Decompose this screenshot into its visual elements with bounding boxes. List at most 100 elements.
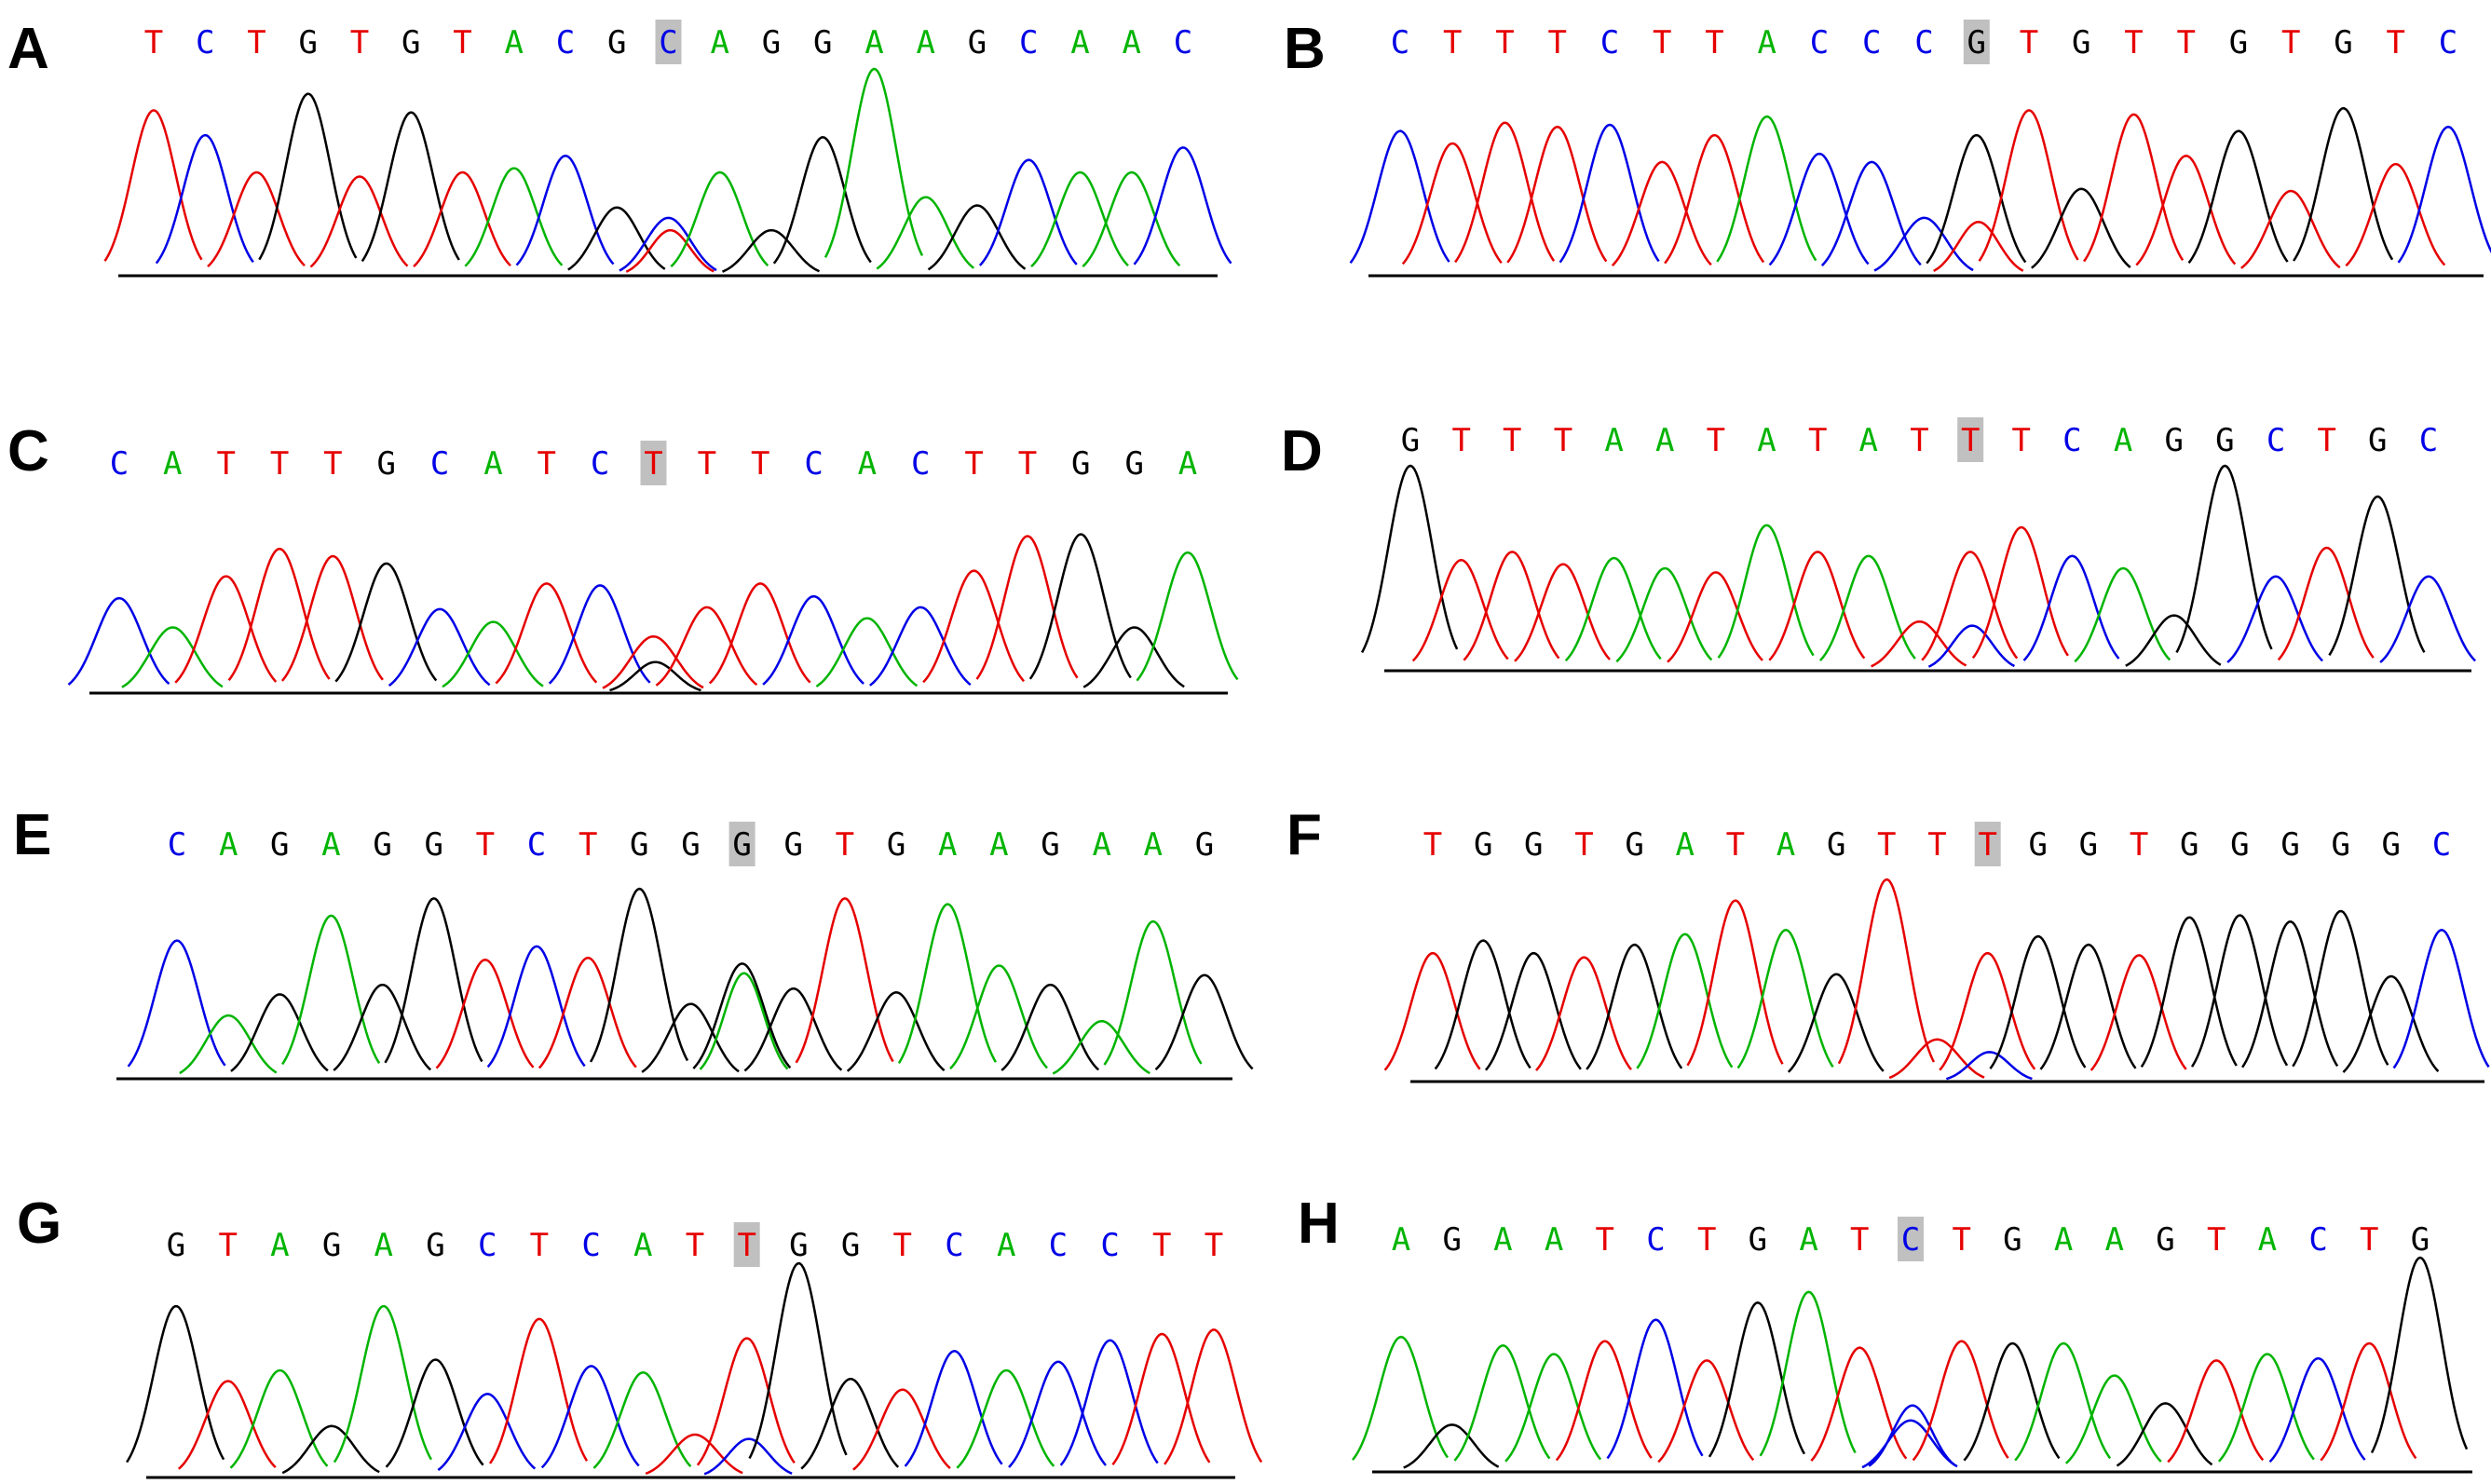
trace-peak [2379,575,2477,663]
base-call-letter: A [938,826,957,864]
trace-peak [2370,1256,2469,1454]
trace-peak [1611,160,1712,266]
base-call-letter: C [1100,1227,1119,1264]
panel-label: H [1298,1191,1340,1256]
base-call-letter: G [681,826,700,864]
trace-peak [1411,558,1509,662]
trace-peak [975,535,1079,680]
base-call-letter: G [1625,826,1643,864]
trace-peak [1717,524,1815,659]
trace-peak [2277,546,2375,661]
secondary-trace-peak [1933,221,2024,272]
trace-peak [1667,571,1763,663]
base-call-letter: G [784,826,803,864]
base-call-letter: T [1697,1221,1716,1259]
panel-label: E [13,803,52,867]
trace-peak [488,1317,589,1464]
variant-highlight-box [1963,20,1990,64]
base-call-letter: G [167,1227,185,1264]
base-call-letter: T [1451,422,1470,459]
base-call-letter: T [1808,422,1827,459]
base-call-letter: A [1123,24,1141,61]
trace-peak [869,606,972,687]
base-call-letter: G [377,445,396,483]
base-call-letter: A [1178,445,1197,483]
base-call-letter: T [1554,422,1572,459]
base-call-letter: T [1978,826,1996,864]
secondary-trace-peak [1927,624,2016,668]
base-call-letter: T [1952,1221,1970,1259]
trace-peak [949,964,1048,1070]
trace-peak [486,945,586,1069]
trace-peak [897,903,997,1064]
trace-peak [334,562,438,683]
base-call-letter: A [1144,826,1163,864]
base-call-letter: G [887,826,905,864]
trace-peak [2031,187,2131,269]
base-call-letter: G [2079,826,2098,864]
base-call-letter: T [218,1227,237,1264]
base-call-letter: T [1423,826,1442,864]
trace-peak [824,67,924,258]
trace-peak [1871,619,1967,668]
trace-peak [743,987,843,1072]
base-call-letter: G [2156,1221,2174,1259]
base-call-letter: T [2012,422,2031,459]
base-call-letter: G [789,1227,808,1264]
trace-peak [876,196,975,270]
base-call-letter: G [1749,1221,1767,1259]
base-call-letter: G [968,24,987,61]
base-call-letter: T [247,24,265,61]
trace-peak [2293,106,2394,262]
base-call-letter: A [2054,1221,2073,1259]
base-call-letter: A [633,1227,652,1264]
trace-peak [1059,1339,1159,1466]
base-call-letter: A [1799,1221,1817,1259]
base-call-letter: C [591,445,609,483]
variant-highlight-box [655,20,682,64]
trace-peak [2292,909,2389,1068]
base-call-letter: C [1049,1227,1068,1264]
trace-peak [384,897,483,1064]
trace-peak [1154,973,1254,1070]
trace-peak [333,1304,432,1464]
base-call-letter: A [270,1227,289,1264]
trace-peak [1434,939,1531,1070]
trace-peak [592,1371,692,1469]
trace-peak [927,204,1027,271]
trace-peak [1926,133,2027,265]
trace-peak [1082,626,1185,688]
trace-peak [1971,525,2069,660]
trace-peak [1463,551,1560,661]
base-call-letter: G [1041,826,1059,864]
trace-peak [852,1388,951,1471]
base-call-letter: A [997,1227,1015,1264]
base-call-letter: T [1705,24,1723,61]
trace-peak [1615,566,1713,663]
trace-peak [2240,189,2341,269]
base-call-letter: G [402,24,420,61]
base-call-letter: C [1914,24,1933,61]
trace-peak [1787,973,1885,1073]
base-call-letter: C [478,1227,497,1264]
base-call-letter: G [732,826,751,864]
trace-peak [437,1393,537,1471]
base-call-letter: T [2387,24,2405,61]
base-call-letter: G [2072,24,2090,61]
base-call-letter: C [659,24,677,61]
secondary-trace-peak [1945,1051,2033,1081]
trace-peak [815,617,919,688]
base-call-letter: A [1757,422,1776,459]
base-call-letter: T [2177,24,2196,61]
trace-peak [177,1380,277,1470]
trace-peak [1136,551,1239,682]
trace-peak [772,136,872,265]
base-call-letter: A [989,826,1008,864]
base-call-letter: C [527,826,546,864]
base-call-letter: G [813,24,832,61]
base-call-letter: T [1548,24,1567,61]
base-call-letter: A [321,826,340,864]
panel-label: F [1286,803,1322,867]
